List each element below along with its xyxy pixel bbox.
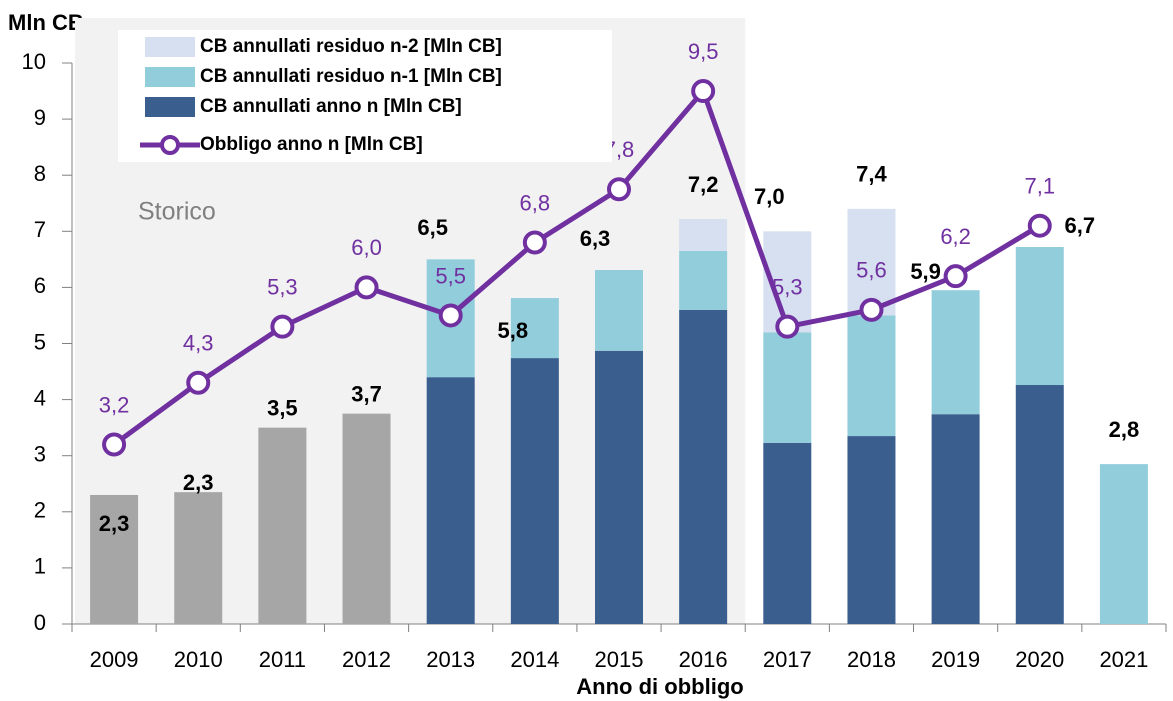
bar-segment (679, 309, 728, 624)
total-label: 2,3 (99, 511, 130, 536)
total-label: 6,7 (1064, 213, 1095, 238)
line-marker (438, 303, 463, 328)
total-label: 7,2 (688, 172, 719, 197)
y-tick-label: 2 (34, 498, 46, 523)
legend-swatch (145, 67, 195, 87)
y-tick-label: 0 (34, 610, 46, 635)
bar-segment (1015, 385, 1064, 624)
legend-label: CB annullati anno n [Mln CB] (200, 96, 462, 117)
line-value-label: 5,3 (772, 274, 803, 299)
bar-segment (847, 208, 896, 316)
bar-segment (679, 218, 728, 251)
y-axis-title: Mln CB (8, 10, 84, 35)
line-value-label: 7,1 (1024, 174, 1055, 199)
line-value-label: 3,2 (99, 392, 130, 417)
total-label: 6,5 (417, 215, 448, 240)
legend-label: CB annullati residuo n-2 [Mln CB] (200, 36, 502, 57)
line-value-label: 5,6 (856, 258, 887, 283)
annotation: Storico (138, 198, 216, 226)
total-label: 3,5 (267, 395, 298, 420)
x-tick-label: 2013 (426, 647, 475, 672)
x-tick-label: 2011 (259, 647, 306, 672)
bar-segment (595, 350, 643, 624)
line (112, 86, 1042, 447)
total-label: 7,4 (856, 162, 887, 187)
bar-segment (931, 290, 980, 415)
x-tick-label: 2020 (1015, 647, 1064, 672)
line-marker (607, 177, 631, 202)
line-marker (270, 314, 295, 339)
line-marker (354, 275, 379, 300)
bar-segment (258, 427, 307, 624)
y-tick-label: 10 (22, 49, 46, 74)
line-value-label: 6,8 (520, 190, 551, 215)
y-tick-label: 6 (34, 273, 46, 298)
total-label: 5,8 (498, 318, 529, 343)
line-marker (943, 264, 968, 289)
line-value-label: 6,0 (351, 235, 382, 260)
line-value-label: 5,5 (435, 263, 466, 288)
legend-swatch (145, 97, 195, 117)
bar-segment (763, 442, 812, 624)
y-tick-label: 9 (34, 105, 46, 130)
bar-segment (847, 315, 896, 437)
y-tick-label: 7 (34, 217, 46, 242)
bar-segment (510, 298, 559, 359)
legend-label: Obbligo anno n [Mln CB] (200, 134, 423, 155)
line-marker (691, 79, 716, 104)
bar-segment (1015, 247, 1064, 386)
x-tick-label: 2009 (90, 647, 139, 672)
bar-segment (931, 414, 980, 624)
x-tick-label: 2010 (174, 647, 223, 672)
legend-label: CB annullati residuo n-1 [Mln CB] (200, 66, 502, 87)
line-marker (522, 230, 547, 255)
x-tick-label: 2012 (342, 647, 391, 672)
x-tick-label: 2016 (679, 647, 728, 672)
total-label: 5,9 (910, 259, 941, 284)
bar-segment (595, 270, 643, 351)
line-value-label: 4,3 (183, 331, 214, 356)
bar-segment (510, 358, 559, 624)
bar-segment (847, 436, 896, 624)
total-label: 2,3 (183, 470, 214, 495)
y-tick-label: 1 (34, 554, 46, 579)
total-label: 7,0 (754, 184, 785, 209)
line-marker (859, 297, 884, 322)
bar-segment (426, 377, 475, 624)
bar-segment (1099, 464, 1148, 624)
bar-segment (90, 494, 139, 624)
total-label: 3,7 (351, 381, 382, 406)
bar-segment (342, 413, 391, 624)
y-tick-label: 8 (34, 161, 46, 186)
x-axis-title: Anno di obbligo (576, 674, 743, 699)
y-tick-label: 3 (34, 442, 46, 467)
line-value-label: 9,5 (688, 39, 719, 64)
line-marker (1027, 213, 1052, 238)
x-tick-label: 2015 (595, 647, 644, 672)
legend-marker (160, 135, 180, 155)
bar-segment (763, 332, 812, 443)
y-tick-label: 4 (34, 385, 46, 410)
legend-box (118, 30, 612, 162)
x-tick-label: 2014 (510, 647, 559, 672)
line-marker (775, 314, 800, 339)
bar-segment (679, 250, 728, 310)
legend-swatch (145, 37, 195, 57)
total-label: 6,3 (580, 226, 611, 251)
x-tick-label: 2018 (847, 647, 896, 672)
bar-segment (174, 492, 223, 624)
x-tick-label: 2019 (931, 647, 980, 672)
line-marker (186, 370, 211, 395)
line-value-label: 6,2 (940, 224, 971, 249)
line-value-label: 5,3 (267, 274, 298, 299)
total-label: 2,8 (1109, 417, 1140, 442)
line-marker (102, 432, 127, 457)
y-tick-label: 5 (34, 329, 46, 354)
x-tick-label: 2017 (763, 647, 812, 672)
x-tick-label: 2021 (1099, 647, 1148, 672)
